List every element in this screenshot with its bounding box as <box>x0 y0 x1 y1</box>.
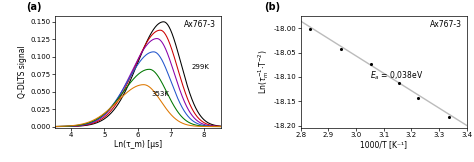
Point <box>337 47 345 50</box>
Point <box>445 116 453 119</box>
Text: (a): (a) <box>26 2 42 12</box>
Text: 353K: 353K <box>151 91 169 97</box>
Text: Ax767-3: Ax767-3 <box>430 20 462 29</box>
Text: (b): (b) <box>264 2 280 12</box>
Point <box>395 82 403 85</box>
X-axis label: 1000/T [K⁻¹]: 1000/T [K⁻¹] <box>360 140 407 149</box>
Point <box>367 63 375 66</box>
Point <box>307 28 314 31</box>
Text: $E_a$ = 0,038eV: $E_a$ = 0,038eV <box>371 70 424 82</box>
X-axis label: Ln(τ_m) [μs]: Ln(τ_m) [μs] <box>114 140 162 149</box>
Y-axis label: Ln($\tau_m^{-1}$$\cdot$T$^{-2}$): Ln($\tau_m^{-1}$$\cdot$T$^{-2}$) <box>256 50 271 94</box>
Text: 299K: 299K <box>191 64 209 70</box>
Text: Ax767-3: Ax767-3 <box>184 20 216 29</box>
Point <box>415 97 422 99</box>
Y-axis label: Q-DLTS signal: Q-DLTS signal <box>18 46 27 98</box>
